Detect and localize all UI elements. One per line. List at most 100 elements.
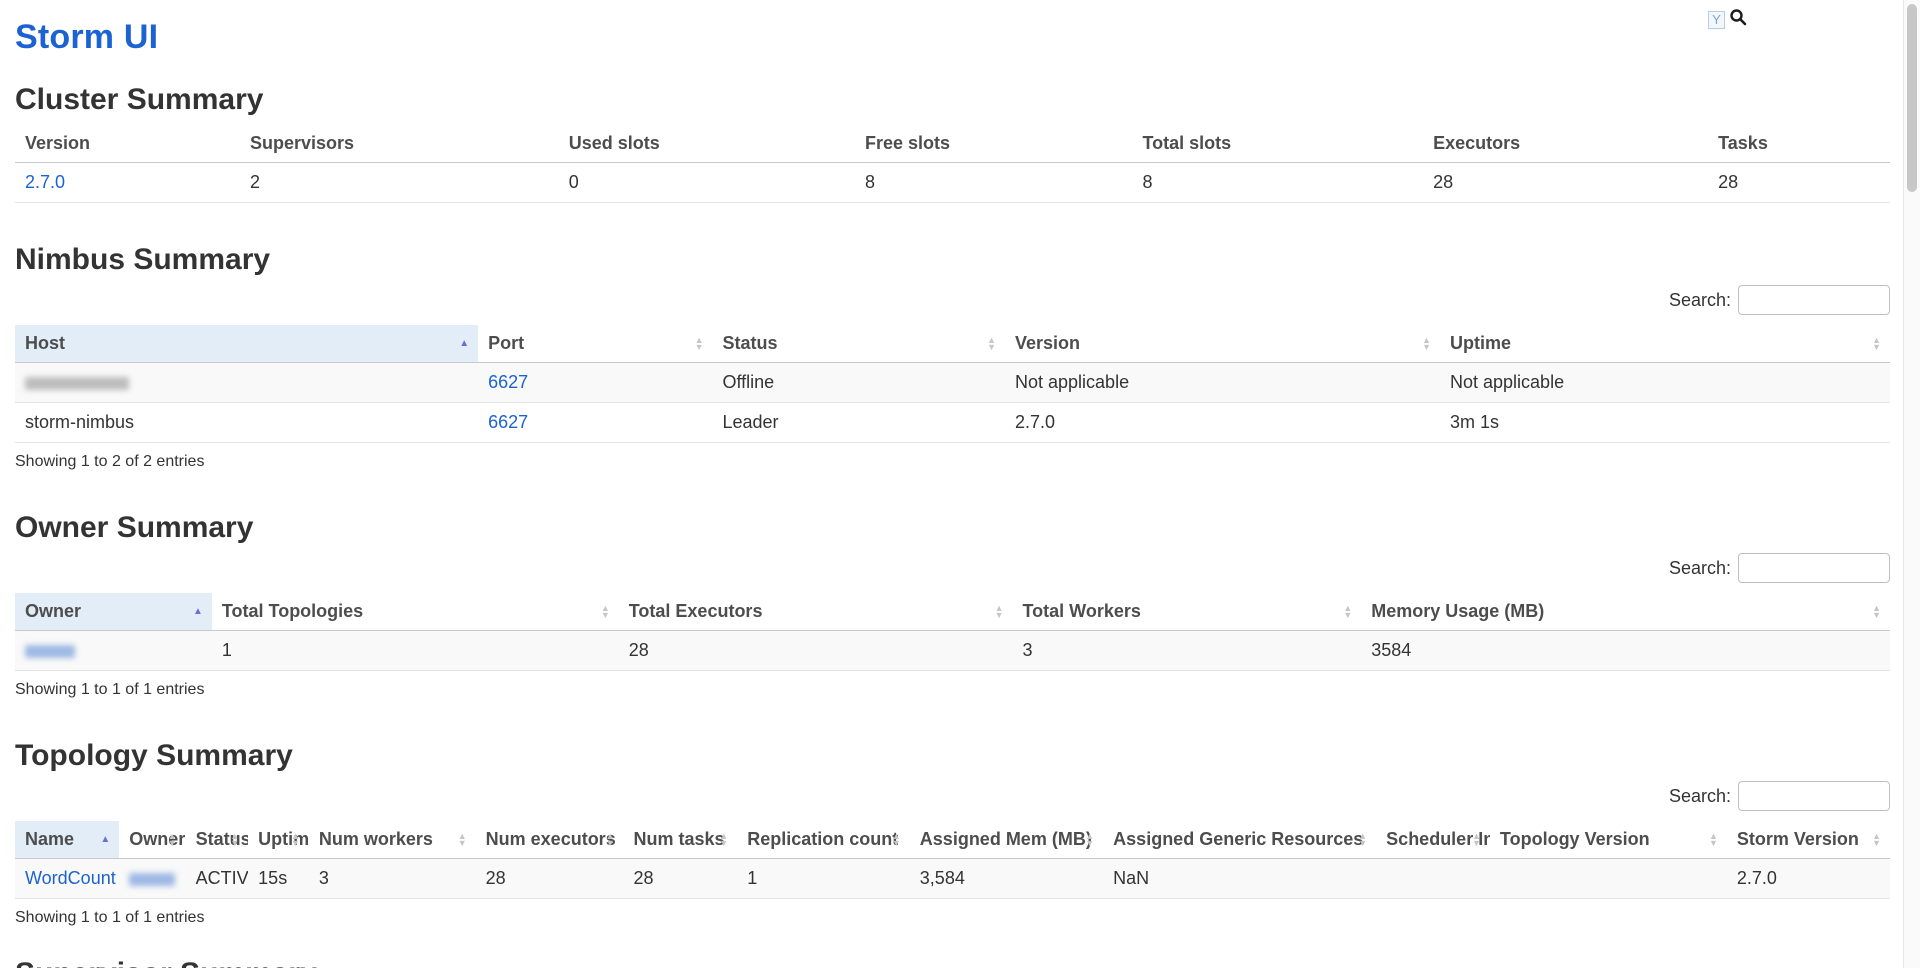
topology-header-row: Name▲ Owner▲▼ Status▲▼ Uptime▲▼ Num work… [15,821,1890,859]
sort-icon: ▲ ▼ [694,334,704,352]
cluster-col-total-slots: Total slots [1132,125,1424,163]
topology-uptime-cell: 15s [248,858,309,899]
sort-icon: ▲ ▼ [719,830,729,848]
topology-name-link[interactable]: WordCount [25,868,116,888]
topology-filter-icon[interactable]: Y [1708,10,1725,29]
sort-icon: ▲ ▼ [1472,830,1481,848]
topology-num-workers-cell: 3 [308,858,476,899]
owner-col-memory-usage[interactable]: Memory Usage (MB) ▲ ▼ [1361,593,1890,631]
topology-col-name[interactable]: Name ▲ [15,821,120,859]
topology-topology-version-cell [1489,858,1727,899]
owner-col-total-topologies[interactable]: Total Topologies ▲ ▼ [211,593,619,631]
cluster-executors-cell: 28 [1423,162,1709,203]
cluster-col-used-slots: Used slots [558,125,855,163]
page-scrollbar[interactable] [1903,0,1920,968]
owner-total-topologies-cell: 1 [211,630,619,671]
nimbus-header-row: Host ▲ Port ▲ ▼ Status ▲ ▼ Version ▲ ▼ Uptime ▲ ▼ [15,325,1890,363]
nimbus-port-link[interactable]: 6627 [488,372,529,392]
redacted-owner[interactable] [25,644,75,658]
owner-header-row: Owner ▲ Total Topologies ▲ ▼ Total Executor… [15,593,1890,631]
owner-total-workers-cell: 3 [1012,630,1362,671]
topology-col-assigned-generic-resources[interactable]: Assigned Generic Resources ▲ ▼ [1103,821,1377,859]
topology-search-label: Search: [1668,785,1731,806]
owner-memory-usage-cell: 3584 [1361,630,1890,671]
cluster-version-cell: 2.7.0 [15,162,240,203]
owner-total-executors-cell: 28 [618,630,1013,671]
cluster-col-free-slots: Free slots [855,125,1133,163]
sort-icon: ▲ ▼ [1872,602,1881,620]
owner-summary-table: Owner ▲ Total Topologies ▲ ▼ Total Executor… [15,593,1890,671]
cluster-version-link[interactable]: 2.7.0 [25,172,66,192]
search-icon[interactable] [1729,8,1747,31]
topology-col-uptime[interactable]: Uptime▲▼ [248,821,309,859]
nimbus-row-leader: storm-nimbus 6627 Leader 2.7.0 3m 1s [15,402,1890,443]
cluster-col-executors: Executors [1423,125,1709,163]
topology-name-cell: WordCount [15,858,120,899]
cluster-total-slots-cell: 8 [1132,162,1424,203]
nimbus-col-port[interactable]: Port ▲ ▼ [478,325,713,363]
sort-icon: ▲ ▼ [1872,830,1881,848]
topology-col-scheduler-info[interactable]: Scheduler Info▲▼ [1376,821,1490,859]
sort-icon: ▲ ▼ [1872,334,1881,352]
topology-col-owner[interactable]: Owner ▲ ▼ [119,821,186,859]
nimbus-col-host[interactable]: Host ▲ [15,325,479,363]
owner-search-row: Search: [15,553,1890,583]
sort-icon: ▲ ▼ [167,830,177,848]
owner-col-total-workers[interactable]: Total Workers ▲ ▼ [1012,593,1362,631]
topology-col-status[interactable]: Status ▲ ▼ [185,821,249,859]
sort-asc-icon: ▲ [100,833,111,845]
nimbus-col-status[interactable]: Status ▲ ▼ [712,325,1005,363]
topology-assigned-mem-cell: 3,584 [909,858,1104,899]
nimbus-uptime-cell: Not applicable [1440,362,1890,403]
nimbus-version-cell: Not applicable [1005,362,1440,403]
sort-icon: ▲ ▼ [1708,830,1718,848]
topology-search-input[interactable] [1738,781,1890,811]
app-title[interactable]: Storm UI [15,18,159,56]
sort-icon: ▲ ▼ [987,334,996,352]
redacted-owner [129,872,176,886]
sort-icon: ▲ ▼ [457,830,467,848]
owner-search-label: Search: [1668,557,1731,578]
cluster-supervisors-cell: 2 [240,162,559,203]
topology-storm-version-cell: 2.7.0 [1726,858,1890,899]
topology-col-assigned-mem[interactable]: Assigned Mem (MB) ▲ ▼ [909,821,1104,859]
nimbus-col-uptime[interactable]: Uptime ▲ ▼ [1440,325,1890,363]
topology-col-num-tasks[interactable]: Num tasks ▲ ▼ [623,821,738,859]
redacted-host [25,376,129,390]
nimbus-status-cell: Leader [712,402,1005,443]
topology-entries-info: Showing 1 to 1 of 1 entries [15,909,205,926]
owner-search-input[interactable] [1738,553,1890,583]
topology-col-num-executors[interactable]: Num executors ▲ ▼ [475,821,624,859]
topology-status-cell: ACTIVE [185,858,249,899]
nimbus-port-link[interactable]: 6627 [488,412,529,432]
topology-summary-heading: Topology Summary [15,739,293,772]
sort-asc-icon: ▲ [459,337,470,349]
cluster-header-row: Version Supervisors Used slots Free slot… [15,125,1890,163]
cluster-data-row: 2.7.0 2 0 8 8 28 28 [15,162,1890,203]
topology-col-topology-version[interactable]: Topology Version ▲ ▼ [1489,821,1727,859]
owner-col-total-executors[interactable]: Total Executors ▲ ▼ [618,593,1013,631]
nimbus-search-input[interactable] [1738,285,1890,315]
topbar-icons: Y [1708,8,1747,31]
cluster-summary-heading: Cluster Summary [15,83,264,116]
owner-entries-info: Showing 1 to 1 of 1 entries [15,681,205,698]
owner-data-row: 1 28 3 3584 [15,630,1890,671]
nimbus-row-offline: 6627 Offline Not applicable Not applicab… [15,362,1890,403]
nimbus-status-cell: Offline [712,362,1005,403]
owner-col-owner[interactable]: Owner ▲ [15,593,212,631]
cluster-tasks-cell: 28 [1708,162,1890,203]
sort-icon: ▲ ▼ [1343,602,1353,620]
sort-icon: ▲ ▼ [600,602,610,620]
scrollbar-thumb[interactable] [1907,4,1917,192]
nimbus-port-cell: 6627 [478,362,713,403]
sort-icon: ▲ ▼ [1422,334,1431,352]
cluster-free-slots-cell: 8 [855,162,1133,203]
topology-col-storm-version[interactable]: Storm Version ▲ ▼ [1726,821,1890,859]
topology-search-row: Search: [15,781,1890,811]
topology-col-replication-count[interactable]: Replication count ▲ ▼ [737,821,910,859]
topology-scheduler-info-cell [1376,858,1490,899]
topology-col-num-workers[interactable]: Num workers ▲ ▼ [308,821,476,859]
owner-summary-heading: Owner Summary [15,511,254,544]
nimbus-col-version[interactable]: Version ▲ ▼ [1005,325,1440,363]
